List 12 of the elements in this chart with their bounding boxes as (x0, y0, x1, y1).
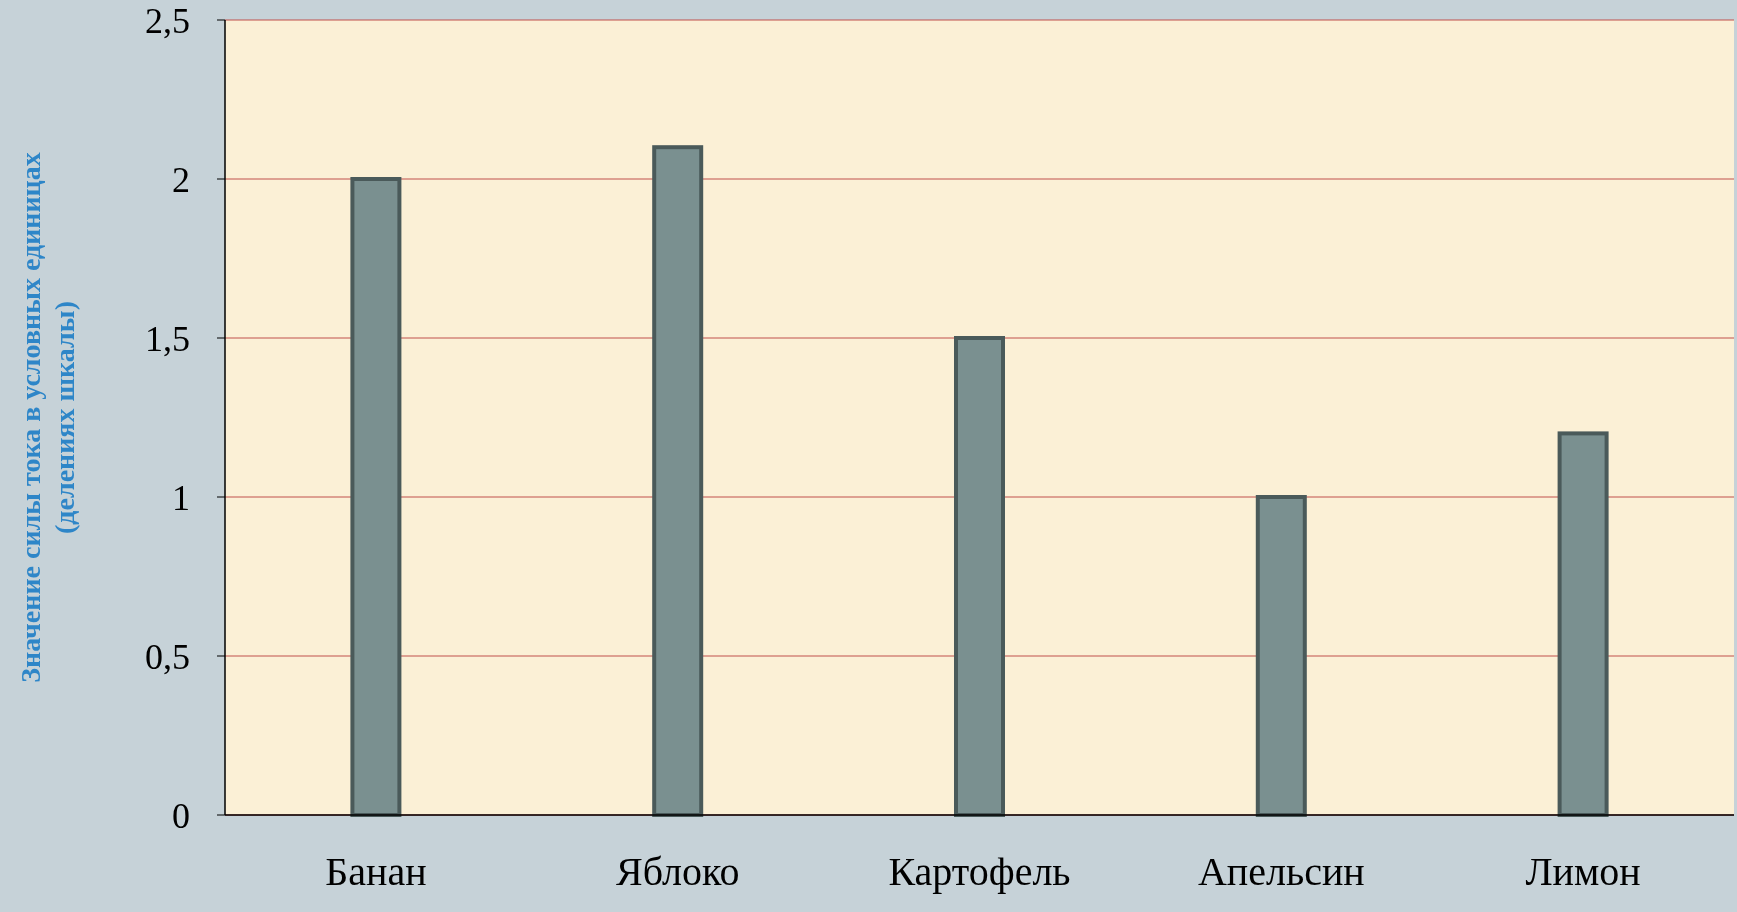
y-axis-title: Значение силы тока в условных единицах (делениях шкалы) (15, 152, 80, 683)
x-tick-label: Картофель (888, 849, 1071, 894)
x-tick-label: Апельсин (1197, 849, 1365, 894)
y-tick-label: 2,5 (145, 0, 190, 41)
y-tick-label: 0,5 (145, 636, 190, 677)
y-tick-label: 0 (172, 795, 190, 836)
y-tick-label: 2 (172, 159, 190, 200)
y-tick-label: 1,5 (145, 318, 190, 359)
y-tick-label: 1 (172, 477, 190, 518)
x-tick-label: Банан (325, 849, 427, 894)
x-tick-label: Яблоко (616, 849, 740, 894)
x-tick-label: Лимон (1525, 849, 1641, 894)
